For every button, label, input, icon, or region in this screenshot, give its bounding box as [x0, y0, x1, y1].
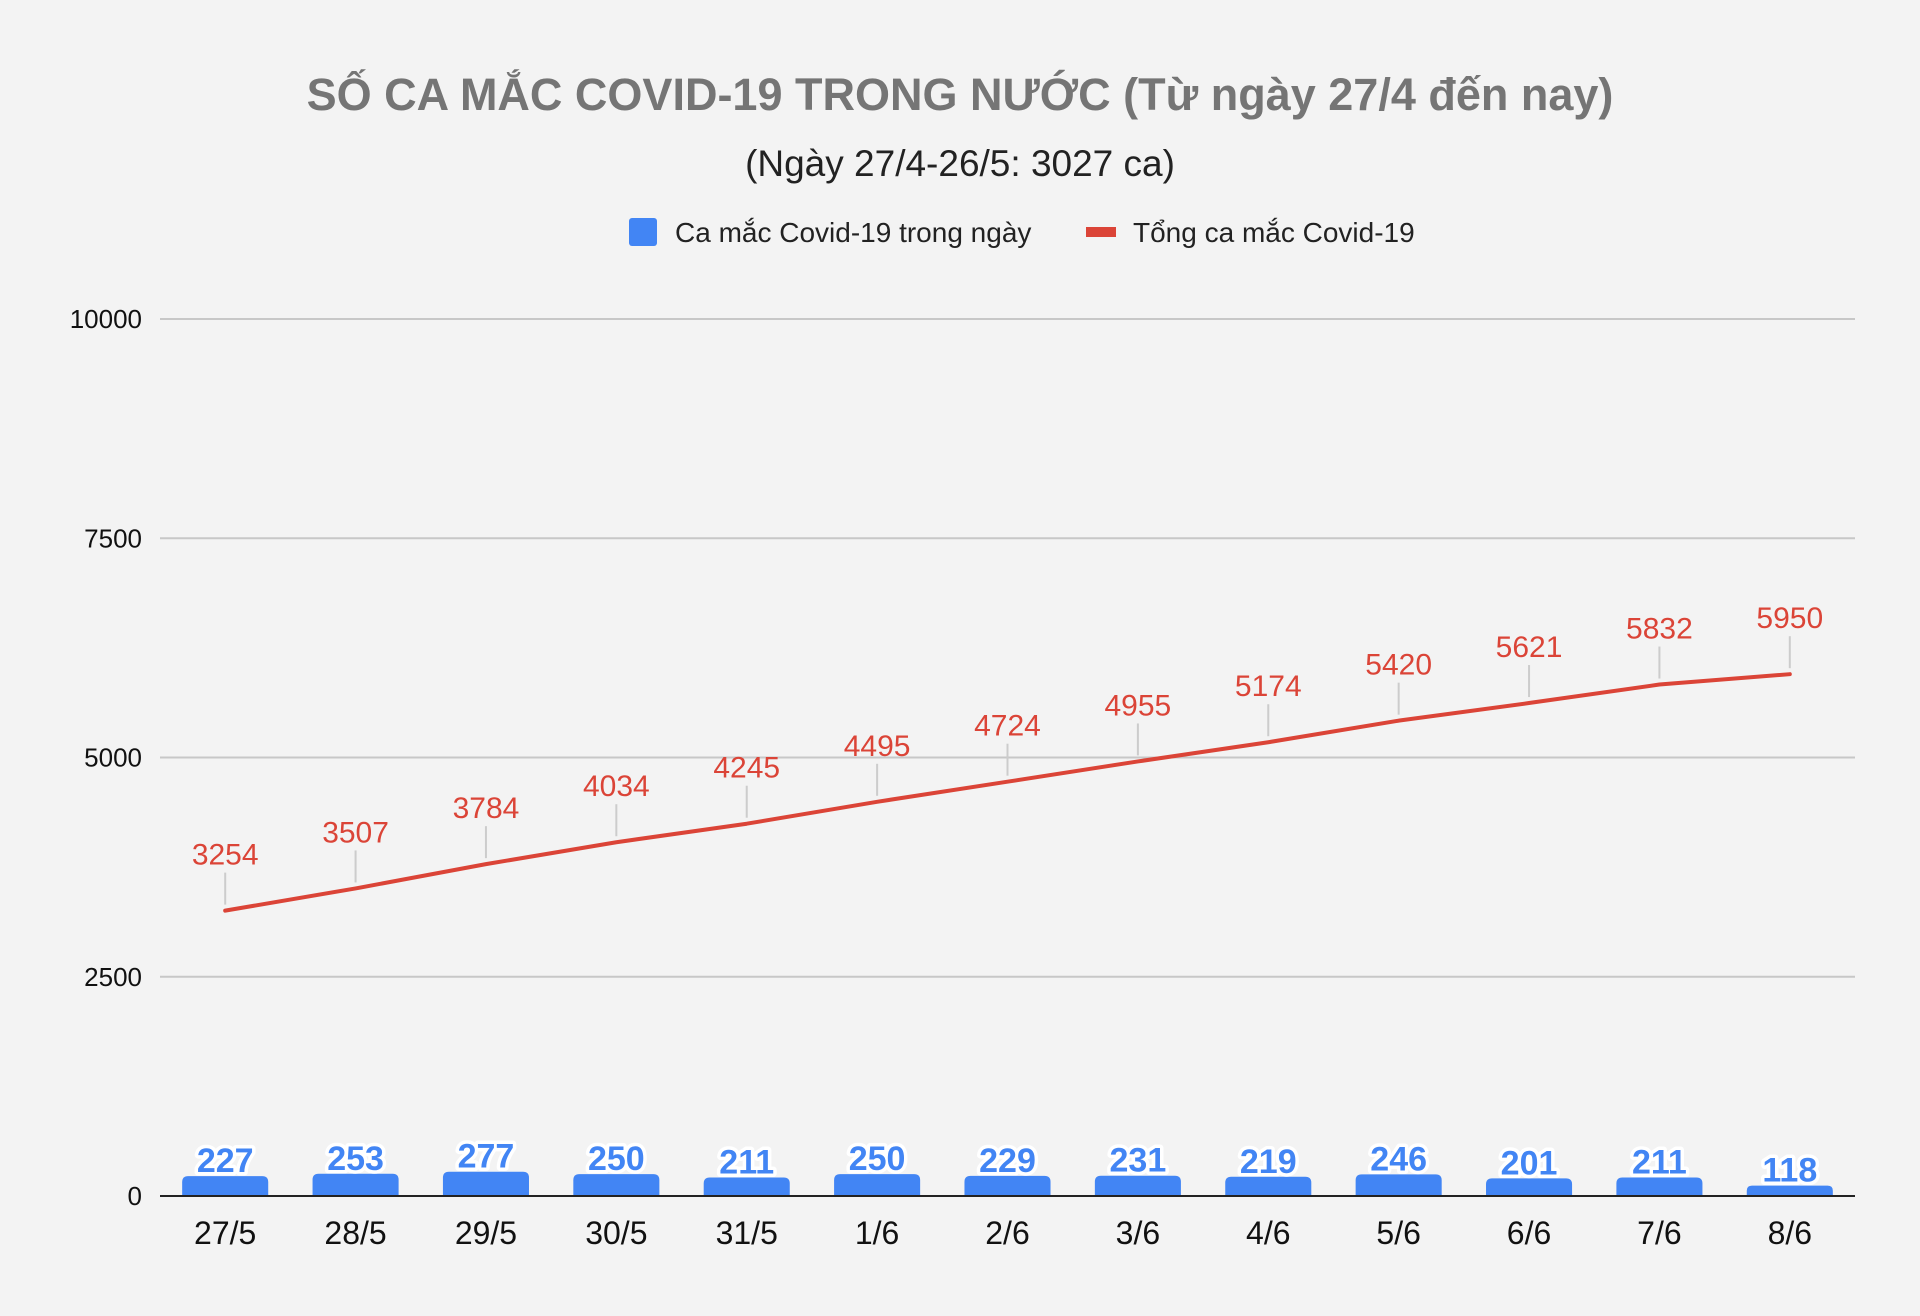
- total-value-label: 4034: [583, 770, 650, 803]
- daily-value-label: 246: [1370, 1140, 1427, 1178]
- daily-value-label: 253: [327, 1140, 384, 1178]
- total-value-label: 3784: [453, 792, 520, 825]
- total-cases-line: [223, 672, 1792, 913]
- daily-bar: [312, 1173, 399, 1196]
- daily-bar: [703, 1177, 790, 1196]
- daily-value-label: 277: [458, 1138, 515, 1176]
- legend-swatch-total: [1086, 227, 1116, 237]
- total-value-label: 4955: [1105, 689, 1172, 722]
- daily-bars: [182, 1171, 1833, 1196]
- x-tick-label: 28/5: [324, 1215, 386, 1251]
- x-tick-label: 6/6: [1507, 1215, 1551, 1251]
- y-tick-label: 0: [128, 1181, 142, 1211]
- y-tick-label: 7500: [84, 523, 142, 553]
- daily-value-label: 211: [719, 1143, 774, 1181]
- total-value-label: 5832: [1626, 613, 1693, 646]
- legend-label-total: Tổng ca mắc Covid-19: [1133, 217, 1415, 248]
- daily-bar: [1355, 1174, 1442, 1196]
- chart-title: SỐ CA MẮC COVID-19 TRONG NƯỚC (Từ ngày 2…: [307, 69, 1614, 120]
- y-axis-ticks: 0 2500 5000 7500 10000: [70, 304, 142, 1211]
- daily-value-label: 201: [1501, 1144, 1558, 1182]
- total-value-label: 3254: [192, 839, 259, 872]
- daily-value-label: 231: [1110, 1142, 1167, 1180]
- total-labels: 3254 3507 3784 4034 4245 4495 4724 4955 5174 5420…: [192, 602, 1823, 871]
- x-tick-label: 31/5: [716, 1215, 778, 1251]
- daily-labels: 227 253 277 250 211 250 229 231 219 246 201 211 118: [193, 1134, 1820, 1193]
- total-value-label: 5174: [1235, 670, 1302, 703]
- total-value-label: 4245: [713, 752, 780, 785]
- daily-bar: [1094, 1175, 1181, 1196]
- y-tick-label: 10000: [70, 304, 142, 334]
- daily-value-label: 211: [1632, 1143, 1687, 1181]
- daily-bar: [964, 1175, 1051, 1196]
- daily-value-label: 250: [588, 1140, 645, 1178]
- x-axis-ticks: 27/5 28/5 29/5 30/5 31/5 1/6 2/6 3/6 4/6 5/6 6/6 7/…: [194, 1215, 1812, 1251]
- total-value-label: 3507: [322, 816, 389, 849]
- gridlines: [160, 318, 1855, 978]
- daily-bar: [1486, 1178, 1573, 1196]
- x-tick-label: 30/5: [585, 1215, 647, 1251]
- total-value-label: 4724: [974, 710, 1041, 743]
- x-tick-label: 27/5: [194, 1215, 256, 1251]
- daily-bar: [573, 1174, 660, 1196]
- y-tick-label: 2500: [84, 962, 142, 992]
- daily-value-label: 250: [849, 1140, 906, 1178]
- x-tick-label: 3/6: [1116, 1215, 1160, 1251]
- daily-value-label: 229: [979, 1142, 1036, 1180]
- legend-label-daily: Ca mắc Covid-19 trong ngày: [675, 217, 1031, 248]
- total-value-label: 5950: [1756, 602, 1823, 635]
- legend: Ca mắc Covid-19 trong ngày Tổng ca mắc C…: [629, 217, 1415, 248]
- x-tick-label: 7/6: [1637, 1215, 1681, 1251]
- x-tick-label: 8/6: [1768, 1215, 1812, 1251]
- total-value-label: 5420: [1365, 649, 1432, 682]
- daily-bar: [834, 1174, 921, 1196]
- daily-value-label: 118: [1762, 1152, 1817, 1190]
- x-tick-label: 1/6: [855, 1215, 899, 1251]
- total-label-leaders: [224, 636, 1791, 905]
- daily-bar: [182, 1176, 269, 1196]
- x-tick-label: 29/5: [455, 1215, 517, 1251]
- daily-bar: [1746, 1185, 1833, 1196]
- daily-bar: [1616, 1177, 1703, 1196]
- x-tick-label: 2/6: [985, 1215, 1029, 1251]
- daily-bar: [1225, 1176, 1312, 1196]
- total-value-label: 5621: [1496, 631, 1563, 664]
- total-value-label: 4495: [844, 730, 911, 763]
- x-tick-label: 5/6: [1376, 1215, 1420, 1251]
- legend-swatch-daily: [629, 218, 657, 246]
- daily-bar: [442, 1171, 529, 1196]
- y-tick-label: 5000: [84, 743, 142, 773]
- x-tick-label: 4/6: [1246, 1215, 1290, 1251]
- daily-value-label: 219: [1240, 1143, 1297, 1181]
- daily-value-label: 227: [197, 1142, 254, 1180]
- chart-subtitle: (Ngày 27/4-26/5: 3027 ca): [745, 143, 1175, 184]
